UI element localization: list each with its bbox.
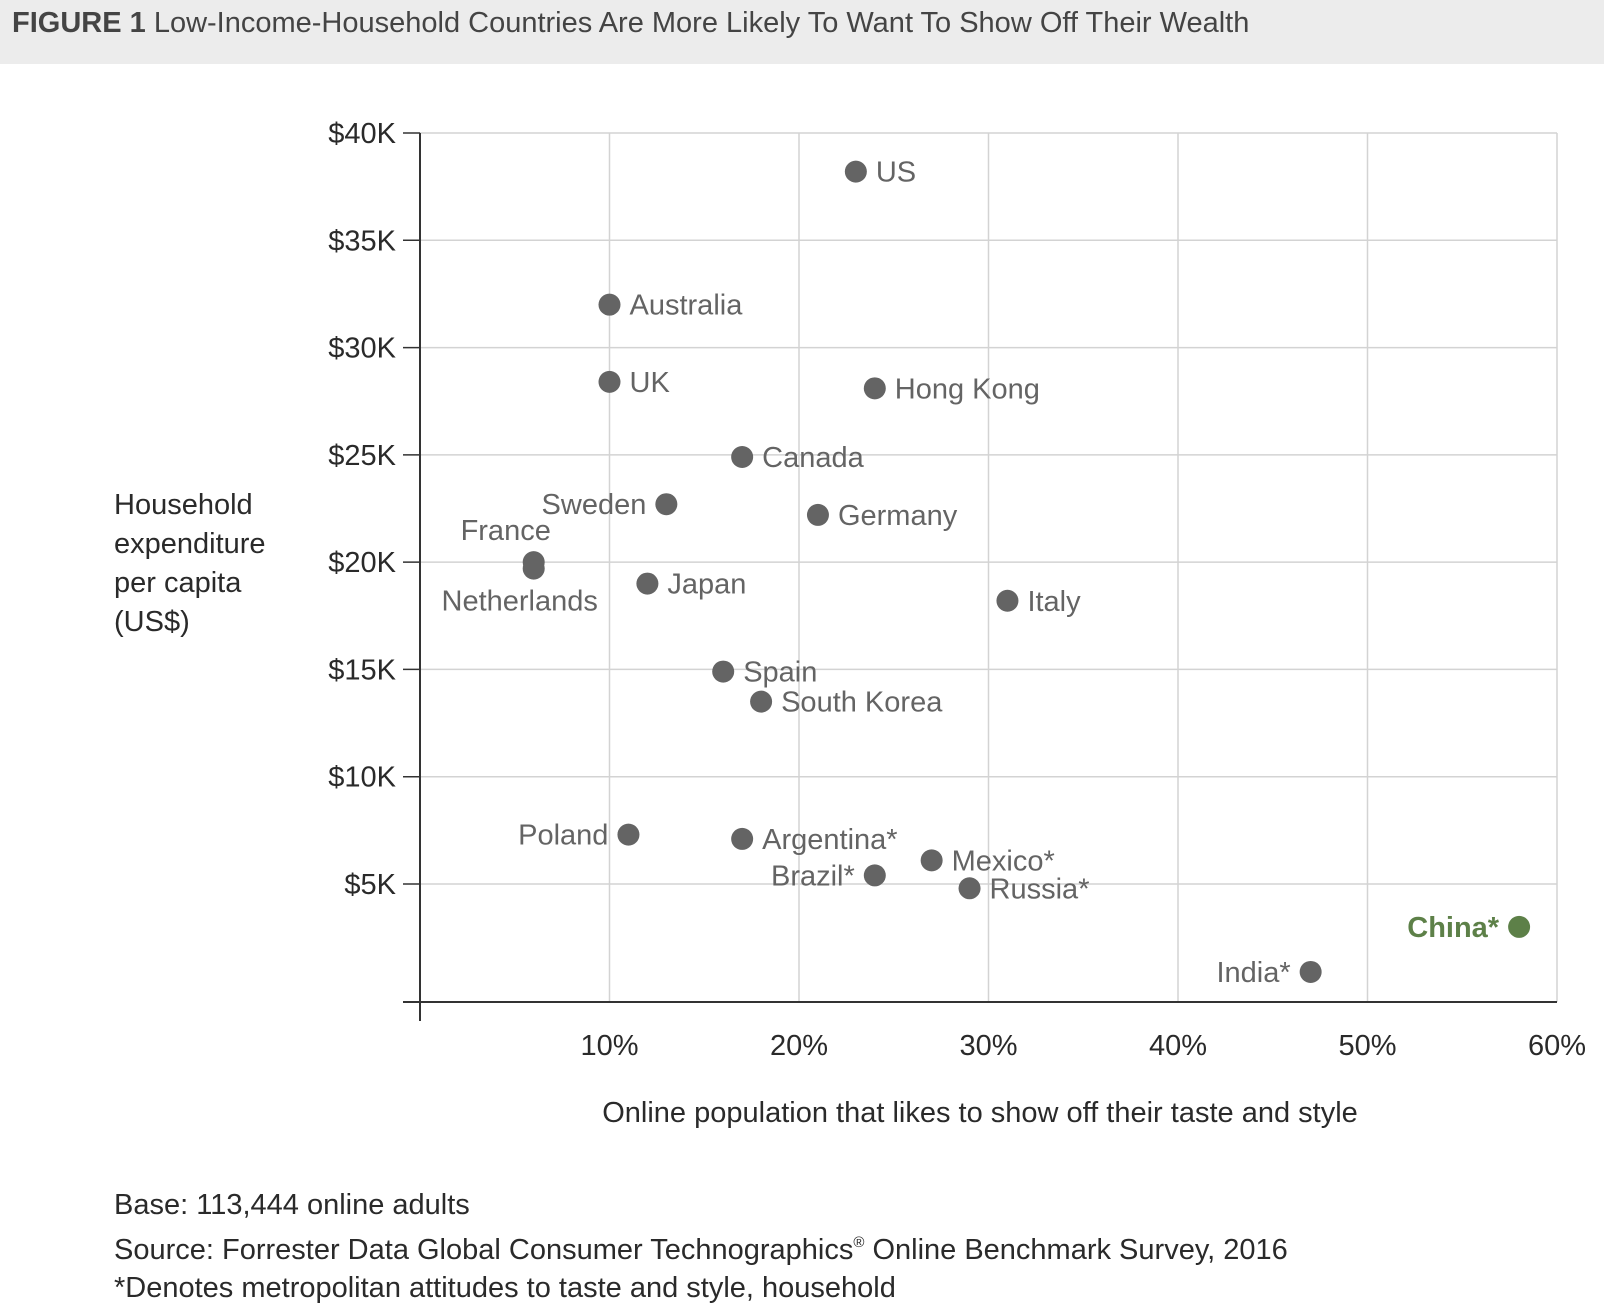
footer-note: *Denotes metropolitan attitudes to taste… (114, 1272, 896, 1304)
footer-source: Source: Forrester Data Global Consumer T… (114, 1224, 1288, 1269)
data-point (863, 377, 886, 400)
data-point (598, 370, 621, 393)
data-point-label: Italy (1027, 586, 1081, 618)
data-point (863, 864, 886, 887)
x-axis-ticks: 10% 20% 30% 40% 50% 60% (580, 1030, 1586, 1062)
footer-base: Base: 113,444 online adults (114, 1189, 470, 1221)
data-point-label: Brazil* (771, 860, 855, 892)
figure-footer: Base: 113,444 online adults Source: Forr… (114, 1186, 1288, 1307)
data-point-label: US (876, 157, 916, 189)
data-point-label: Poland (518, 820, 608, 852)
figure-label: FIGURE 1 (12, 7, 146, 39)
x-tick-label: 30% (959, 1030, 1017, 1062)
data-point (1299, 960, 1322, 983)
y-axis-label: Household expenditure per capita (US$) (114, 489, 266, 638)
data-point-label: Canada (762, 442, 864, 474)
data-point (712, 660, 735, 683)
y-tick-label: $25K (328, 440, 396, 472)
data-point (522, 557, 545, 580)
y-axis-label-line: expenditure (114, 528, 266, 560)
data-point-label: Sweden (542, 489, 647, 521)
y-axis-ticks: $5K $10K $15K $20K $25K $30K $35K $40K (328, 118, 420, 901)
data-point-label: South Korea (781, 687, 943, 719)
data-point (844, 160, 867, 183)
x-tick-label: 50% (1338, 1030, 1396, 1062)
footer-source-suffix: Online Benchmark Survey, 2016 (864, 1234, 1288, 1266)
data-point (1508, 915, 1531, 938)
data-point-label: Netherlands (442, 586, 598, 618)
data-point-label: Mexico* (952, 845, 1055, 877)
footer-source-text: Source: Forrester Data Global Consumer T… (114, 1234, 854, 1266)
data-point-label: Spain (743, 657, 817, 689)
y-tick-label: $10K (328, 762, 396, 794)
data-point-label: France (461, 515, 551, 547)
y-tick-label: $30K (328, 333, 396, 365)
data-point-label: Germany (838, 500, 958, 532)
y-tick-label: $20K (328, 547, 396, 579)
scatter-chart: $5K $10K $15K $20K $25K $30K $35K $40K 10% 20% 30… (114, 118, 1586, 1129)
data-point (806, 503, 829, 526)
x-tick-label: 10% (580, 1030, 638, 1062)
x-axis-label: Online population that likes to show off… (602, 1097, 1358, 1129)
data-point (617, 823, 640, 846)
data-point-label: China* (1407, 912, 1500, 944)
figure-header: FIGURE 1 Low-Income-Household Countries … (0, 0, 1604, 64)
data-point-label: India* (1216, 957, 1290, 989)
data-point (731, 827, 754, 850)
data-point-label: Hong Kong (895, 373, 1040, 405)
y-axis-label-line: per capita (114, 567, 242, 599)
registered-mark: ® (853, 1234, 865, 1251)
data-points: US Australia UK Hong Kong Canada Sweden German… (442, 157, 1531, 989)
x-tick-label: 40% (1149, 1030, 1207, 1062)
data-point (731, 445, 754, 468)
data-point (636, 572, 659, 595)
data-point (958, 877, 981, 900)
y-tick-label: $35K (328, 225, 396, 257)
data-point-label: Australia (630, 290, 744, 322)
chart-grid (420, 132, 1558, 1002)
chart-axes (403, 133, 1557, 1021)
x-tick-label: 20% (770, 1030, 828, 1062)
figure-title: Low-Income-Household Countries Are More … (153, 7, 1250, 39)
data-point-label: Japan (667, 569, 746, 601)
data-point-label: UK (630, 367, 671, 399)
x-tick-label: 60% (1528, 1030, 1586, 1062)
y-axis-label-line: Household (114, 489, 253, 521)
y-tick-label: $5K (344, 869, 396, 901)
data-point (655, 493, 678, 516)
y-axis-label-line: (US$) (114, 606, 190, 638)
data-point (750, 690, 773, 713)
y-tick-label: $15K (328, 654, 396, 686)
y-tick-label: $40K (328, 118, 396, 150)
data-point-label: Argentina* (762, 824, 897, 856)
data-point-label: Russia* (990, 873, 1090, 905)
data-point (598, 293, 621, 316)
data-point (920, 849, 943, 872)
data-point (996, 589, 1019, 612)
